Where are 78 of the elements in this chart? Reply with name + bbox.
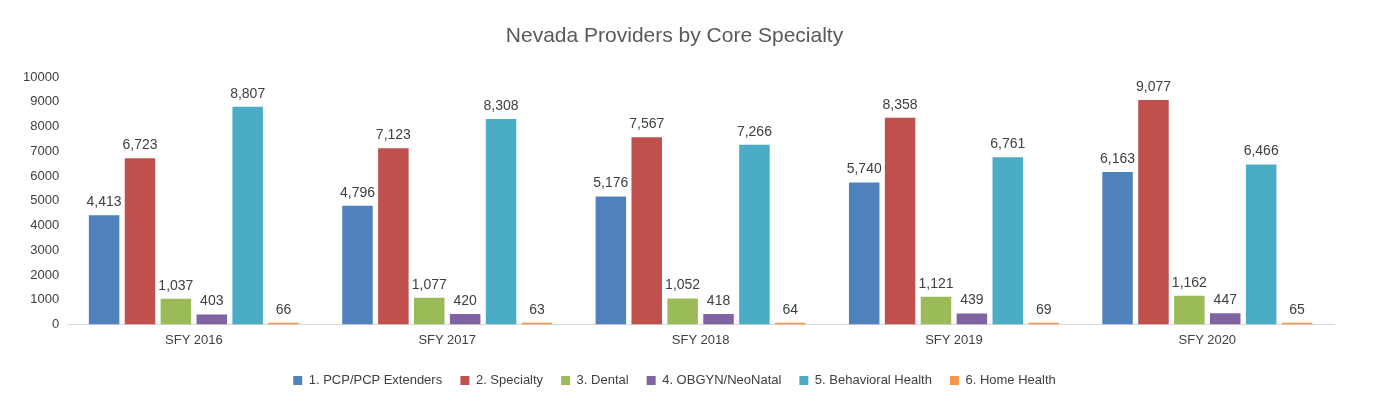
data-label: 7,266: [736, 122, 773, 139]
y-tick-label: 4000: [30, 217, 60, 233]
bar: [160, 298, 192, 325]
bar: [667, 298, 698, 325]
bar: [848, 182, 880, 325]
bar: [1102, 172, 1133, 325]
bar: [196, 314, 228, 325]
bar: [739, 144, 770, 325]
y-tick-label: 7000: [30, 142, 60, 158]
bar: [124, 158, 156, 325]
data-label: 1,121: [918, 274, 954, 291]
chart-title: Nevada Providers by Core Specialty: [505, 23, 844, 47]
bar: [920, 296, 952, 325]
data-label: 6,761: [990, 135, 1026, 152]
data-label: 8,308: [483, 96, 519, 113]
bar: [1245, 164, 1277, 325]
data-label: 6,723: [122, 136, 158, 153]
data-label: 1,162: [1171, 273, 1208, 290]
data-label: 5,740: [846, 160, 882, 177]
bar: [703, 314, 734, 325]
data-label: 4,796: [339, 183, 376, 200]
bar: [88, 215, 120, 325]
y-tick-label: 6000: [30, 167, 60, 183]
x-tick-label: SFY 2017: [418, 331, 476, 347]
legend-label: 2. Specialty: [475, 372, 544, 388]
bar: [631, 137, 662, 325]
bar: [378, 148, 409, 325]
x-tick-label: SFY 2020: [1178, 331, 1237, 347]
bar: [485, 119, 517, 325]
data-label: 7,123: [375, 126, 412, 143]
y-tick-label: 9000: [30, 93, 60, 109]
data-label: 420: [453, 291, 478, 308]
data-label: 418: [706, 291, 731, 308]
data-label: 64: [782, 300, 799, 317]
y-tick-label: 2000: [30, 266, 60, 282]
y-tick-label: 1000: [30, 291, 60, 307]
y-tick-label: 10000: [22, 68, 60, 84]
bar: [449, 314, 481, 325]
data-label: 6,163: [1100, 149, 1136, 166]
data-label: 439: [960, 291, 984, 308]
data-label: 8,358: [882, 95, 918, 112]
bar: [956, 313, 988, 325]
bar: [342, 205, 373, 325]
data-label: 447: [1213, 291, 1238, 308]
data-label: 6,466: [1243, 142, 1279, 159]
data-label: 66: [275, 300, 292, 317]
y-tick-label: 8000: [30, 118, 60, 134]
data-label: 8,807: [230, 84, 266, 101]
x-tick-label: SFY 2019: [925, 331, 983, 347]
data-label: 5,176: [593, 174, 629, 191]
data-label: 9,077: [1135, 77, 1172, 94]
data-label: 4,413: [86, 193, 122, 210]
legend-label: 1. PCP/PCP Extenders: [308, 372, 443, 388]
y-tick-label: 3000: [30, 241, 60, 257]
legend-label: 6. Home Health: [965, 372, 1056, 388]
data-label: 65: [1289, 300, 1306, 317]
bar: [232, 106, 263, 325]
bar: [595, 196, 627, 325]
x-tick-label: SFY 2018: [671, 331, 730, 347]
bar: [992, 157, 1024, 325]
bar: [1138, 100, 1169, 325]
legend-label: 4. OBGYN/NeoNatal: [662, 372, 782, 388]
data-label: 403: [200, 292, 224, 309]
data-label: 7,567: [629, 115, 665, 132]
bar: [414, 297, 445, 325]
bar: [1174, 295, 1205, 325]
y-tick-label: 5000: [30, 192, 60, 208]
data-label: 1,037: [158, 276, 194, 293]
data-label: 63: [529, 300, 545, 317]
data-label: 1,077: [411, 275, 447, 292]
x-tick-label: SFY 2016: [165, 331, 223, 347]
y-tick-label: 0: [51, 315, 60, 331]
legend-label: 5. Behavioral Health: [814, 372, 932, 388]
data-label: 1,052: [665, 276, 701, 293]
bar: [1210, 313, 1241, 325]
legend-label: 3. Dental: [576, 372, 629, 388]
bar: [884, 117, 916, 325]
data-label: 69: [1035, 300, 1052, 317]
